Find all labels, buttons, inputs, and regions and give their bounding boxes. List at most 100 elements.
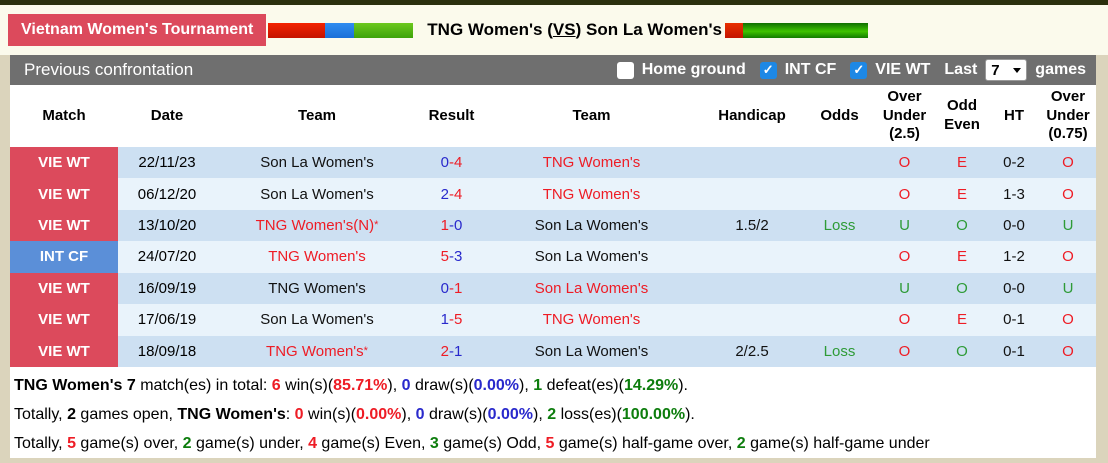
match-badge: VIE WT <box>10 335 118 367</box>
summary-segment: Totally, <box>14 405 68 423</box>
date-cell: 06/12/20 <box>137 185 197 203</box>
home-team-cell: TNG Women's(N) * <box>216 210 418 241</box>
odd-even-cell: O <box>936 336 988 367</box>
summary-segment: 0 <box>294 405 304 423</box>
odd-even-cell: E <box>936 304 988 335</box>
over-under-25-cell: O <box>873 304 936 335</box>
summary-segment: 2 <box>182 434 192 452</box>
away-score: -4 <box>449 154 463 172</box>
star-marker: * <box>374 219 379 232</box>
summary-segment: game(s) Even, <box>316 434 430 452</box>
away-team-cell: Son La Women's <box>485 241 698 272</box>
date-cell: 17/06/19 <box>137 311 197 329</box>
result-cell: 1 -5 <box>418 304 485 335</box>
column-header-team2: Team <box>572 106 611 124</box>
bar-segment-green <box>354 22 414 38</box>
summary-line-overunder: Totally, 5 game(s) over, 2 game(s) under… <box>14 429 1096 458</box>
summary-segment: 0.00% <box>487 405 533 423</box>
odds-value: Loss <box>823 342 856 360</box>
last-label: Last <box>944 61 978 78</box>
home-team-name: Son La Women's <box>260 185 374 203</box>
over-under-075-value: O <box>1062 185 1074 203</box>
home-team-name: TNG Women's <box>268 248 366 266</box>
home-team-cell: Son La Women's <box>216 178 418 209</box>
result-cell: 1 -0 <box>418 210 485 241</box>
odd-even-value: E <box>956 185 967 203</box>
match-type-cell: VIE WT <box>10 147 118 179</box>
summary-segment: 100.00% <box>621 405 686 423</box>
result-cell: 0 -1 <box>418 273 485 304</box>
summary-segment: match(es) in total: <box>135 376 272 394</box>
away-team-name: TNG Women's <box>542 154 641 172</box>
summary-segment: ), <box>519 376 534 394</box>
star-marker: * <box>363 344 368 357</box>
over-under-25-value: U <box>899 217 910 235</box>
checkbox-home-ground-label: Home ground <box>641 61 746 78</box>
summary-segment: 14.29% <box>623 376 679 394</box>
open-paren: ( <box>547 20 553 39</box>
summary-segment: ). <box>678 376 688 394</box>
checkbox-vie-wt[interactable]: ✓ <box>850 61 868 79</box>
over-under-075-cell: U <box>1040 273 1096 304</box>
summary-segment: Totally, <box>14 434 68 452</box>
summary-segment: 3 <box>429 434 439 452</box>
home-team-cell: TNG Women's * <box>216 336 418 367</box>
date-cell: 16/09/19 <box>137 279 197 297</box>
away-team-cell: TNG Women's <box>485 304 698 335</box>
column-header-date: Date <box>150 106 184 124</box>
over-under-075-value: U <box>1062 217 1074 235</box>
home-score: 1 <box>440 217 449 235</box>
match-badge: INT CF <box>10 241 118 273</box>
away-team-cell: Son La Women's <box>485 210 698 241</box>
away-team-cell: TNG Women's <box>485 147 698 178</box>
check-icon: ✓ <box>762 62 774 77</box>
last-games-select[interactable]: 7 <box>985 59 1028 81</box>
column-header-result: Result <box>428 106 475 124</box>
handicap-cell <box>698 273 806 304</box>
match-badge: VIE WT <box>10 272 118 305</box>
over-under-25-value: U <box>899 279 910 297</box>
odds-cell: Loss <box>806 336 873 367</box>
date-cell: 13/10/20 <box>137 217 197 235</box>
ht-cell: 0-1 <box>1003 342 1025 360</box>
right-bar-red <box>724 22 743 38</box>
home-score: 0 <box>440 154 449 172</box>
match-badge: VIE WT <box>10 209 118 242</box>
summary-segment: 2 <box>547 405 557 423</box>
odd-even-cell: E <box>936 147 988 178</box>
checkbox-int-cf[interactable]: ✓ <box>759 61 777 79</box>
handicap-cell <box>698 147 806 178</box>
games-label: games <box>1035 61 1086 78</box>
handicap-cell <box>698 304 806 335</box>
odd-even-value: E <box>956 311 967 329</box>
summary-segment: 0 <box>401 376 411 394</box>
summary-segment: ). <box>685 405 695 423</box>
column-header-ht: HT <box>1004 106 1024 124</box>
page-title: TNG Women's (VS) Son La Women's <box>427 20 722 40</box>
odds-cell: Loss <box>806 210 873 241</box>
checkbox-home-ground[interactable] <box>616 61 634 79</box>
table-row: VIE WT 13/10/20 TNG Women's(N) * 1 -0 Son La W… <box>10 209 1096 242</box>
bar-segment-blue <box>325 22 355 38</box>
summary-segment: 5 <box>67 434 76 452</box>
summary-segment: win(s)( <box>280 376 334 394</box>
section-title: Previous confrontation <box>24 60 194 79</box>
summary-line-total: TNG Women's 7 match(es) in total: 6 win(… <box>14 371 1096 400</box>
away-team-name: TNG Women's <box>542 311 641 329</box>
match-type-cell: INT CF <box>10 241 118 273</box>
home-team-name: TNG Women's(N) <box>255 217 375 235</box>
summary-segment: game(s) over, <box>75 434 183 452</box>
home-score: 1 <box>440 311 449 329</box>
odd-even-cell: E <box>936 178 988 209</box>
last-games-value: 7 <box>991 61 1000 79</box>
summary-segment: ), <box>533 405 548 423</box>
away-score: -5 <box>449 311 463 329</box>
away-score: -4 <box>449 185 463 203</box>
over-under-25-cell: O <box>873 147 936 178</box>
table-row: VIE WT 06/12/20 Son La Women's 2 -4 TNG Women… <box>10 178 1096 210</box>
date-cell: 22/11/23 <box>138 154 196 172</box>
league-badge: Vietnam Women's Tournament <box>8 14 267 46</box>
home-team-title: TNG Women's <box>427 20 543 39</box>
away-score: -0 <box>449 217 463 235</box>
result-cell: 2 -4 <box>418 178 485 209</box>
